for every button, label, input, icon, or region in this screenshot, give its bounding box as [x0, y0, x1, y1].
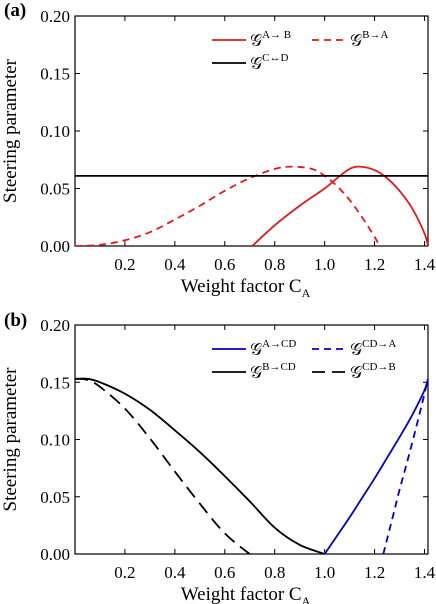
- y-tick-label: 0.00: [40, 237, 70, 256]
- x-tick-label: 0.8: [264, 255, 285, 274]
- y-tick-label: 0.15: [40, 65, 70, 84]
- y-tick-label: 0.10: [40, 431, 70, 450]
- series-line-1: [323, 378, 428, 554]
- x-axis-label: Weight factor CA: [181, 276, 311, 300]
- x-tick-label: 0.4: [164, 255, 186, 274]
- legend-symbol: 𝒢: [350, 340, 362, 359]
- legend-symbol: 𝒢: [250, 31, 262, 50]
- x-axis-label-subscript: A: [302, 286, 311, 300]
- x-tick-label: 0.2: [114, 255, 135, 274]
- y-tick-label: 0.05: [40, 488, 70, 507]
- chart-panel-2: 0.00 0.05 0.10 0.15 0.20 0.2 0.4 0.6 0.8 1.0 1.2 1.…: [0, 310, 436, 604]
- legend-superscript: CD→B: [362, 361, 396, 373]
- y-tick-label: 0.05: [40, 180, 70, 199]
- legend-symbol: 𝒢: [250, 340, 262, 359]
- x-tick-label: 1.2: [364, 563, 385, 582]
- x-axis-label-subscript: A: [302, 594, 311, 604]
- legend-superscript: CD→A: [362, 338, 396, 350]
- x-tick-label: 0.2: [114, 563, 135, 582]
- legend: 𝒢A→ B 𝒢B→A𝒢C↔D: [212, 29, 388, 73]
- x-tick-label: 1.0: [314, 563, 335, 582]
- x-axis-label: Weight factor CA: [181, 584, 311, 604]
- series-line-3: [75, 377, 325, 554]
- y-tick-label: 0.20: [40, 316, 70, 335]
- x-tick-label: 1.2: [364, 255, 385, 274]
- series-line-4: [75, 377, 253, 554]
- x-tick-label: 1.0: [314, 255, 335, 274]
- legend-superscript: A→ B: [262, 29, 291, 41]
- legend-entry: 𝒢A→ B: [250, 29, 291, 50]
- legend-entry: 𝒢CD→A: [350, 338, 396, 359]
- legend-entry: 𝒢B→CD: [250, 361, 296, 382]
- legend-entry: 𝒢B→A: [350, 29, 388, 50]
- legend-symbol: 𝒢: [250, 363, 262, 382]
- series-line-1: [251, 165, 428, 246]
- y-tick-label: 0.20: [40, 7, 70, 26]
- y-tick-label: 0.10: [40, 122, 70, 141]
- legend-superscript: B→CD: [262, 361, 296, 373]
- panel-label: (b): [4, 310, 27, 331]
- x-axis-label-text: Weight factor C: [181, 276, 302, 297]
- plot-frame: [74, 15, 429, 247]
- x-tick-label: 1.4: [414, 563, 436, 582]
- legend-superscript: C↔D: [262, 52, 288, 64]
- legend-entry: 𝒢A→CD: [250, 338, 296, 359]
- legend-symbol: 𝒢: [350, 363, 362, 382]
- y-tick-label: 0.15: [40, 373, 70, 392]
- y-tick-label: 0.00: [40, 545, 70, 564]
- x-tick-label: 0.8: [264, 563, 285, 582]
- series-line-2: [382, 378, 428, 554]
- legend-symbol: 𝒢: [350, 31, 362, 50]
- legend-entry: 𝒢CD→B: [350, 361, 396, 382]
- legend-superscript: A→CD: [262, 338, 296, 350]
- x-tick-label: 0.4: [164, 563, 186, 582]
- legend-symbol: 𝒢: [250, 54, 262, 73]
- legend: 𝒢A→CD 𝒢CD→A𝒢B→CD 𝒢CD→B: [212, 338, 396, 382]
- y-axis-label: Steering parameter: [0, 367, 21, 512]
- legend-superscript: B→A: [362, 29, 388, 41]
- x-tick-label: 0.6: [214, 563, 235, 582]
- x-tick-label: 1.4: [414, 255, 436, 274]
- y-axis-label: Steering parameter: [0, 58, 21, 203]
- series-line-2: [75, 165, 381, 246]
- panel-label: (a): [4, 0, 26, 21]
- plot-frame: [74, 324, 429, 555]
- x-axis-label-text: Weight factor C: [181, 584, 302, 604]
- x-tick-label: 0.6: [214, 255, 235, 274]
- chart-panel-1: 0.00 0.05 0.10 0.15 0.20 0.2 0.4 0.6 0.8 1.0 1.2 1.…: [0, 0, 436, 300]
- legend-entry: 𝒢C↔D: [250, 52, 288, 73]
